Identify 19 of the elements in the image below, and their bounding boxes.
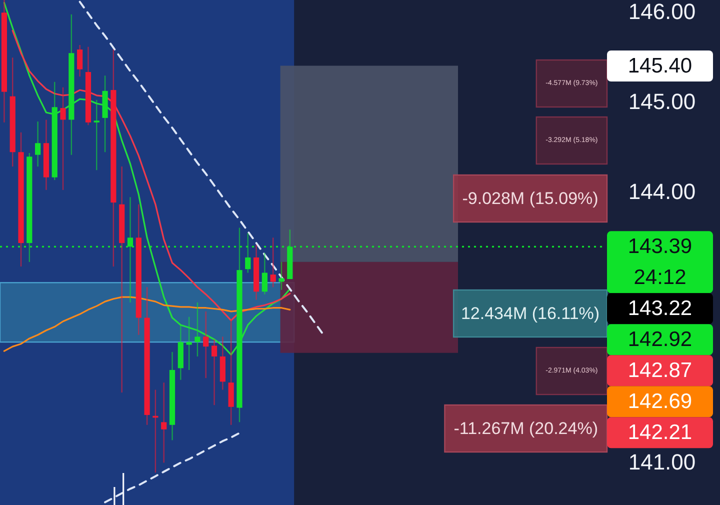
annotation: 12.434M (16.11%) <box>460 304 600 323</box>
line-series <box>3 296 291 352</box>
y-tick-label: 145.00 <box>628 89 696 114</box>
annotation: -11.267M (20.24%) <box>454 419 598 438</box>
line-series <box>3 2 291 356</box>
text: 142.69 <box>628 390 692 414</box>
line-series <box>12 30 291 322</box>
text: 142.92 <box>628 328 692 352</box>
y-tick-label: 144.00 <box>628 179 696 204</box>
line-series <box>78 0 325 336</box>
y-tick-label: 141.00 <box>628 449 696 474</box>
annotation: -9.028M (15.09%) <box>462 189 598 208</box>
text: 142.87 <box>628 359 692 382</box>
y-tick-label: 146.00 <box>628 0 696 24</box>
ref-line-label: 143.39 24:12 <box>628 235 692 290</box>
text: 145.40 <box>628 54 692 78</box>
line-series <box>104 432 240 504</box>
text: 142.21 <box>628 421 692 444</box>
text: 143.22 <box>628 297 692 320</box>
